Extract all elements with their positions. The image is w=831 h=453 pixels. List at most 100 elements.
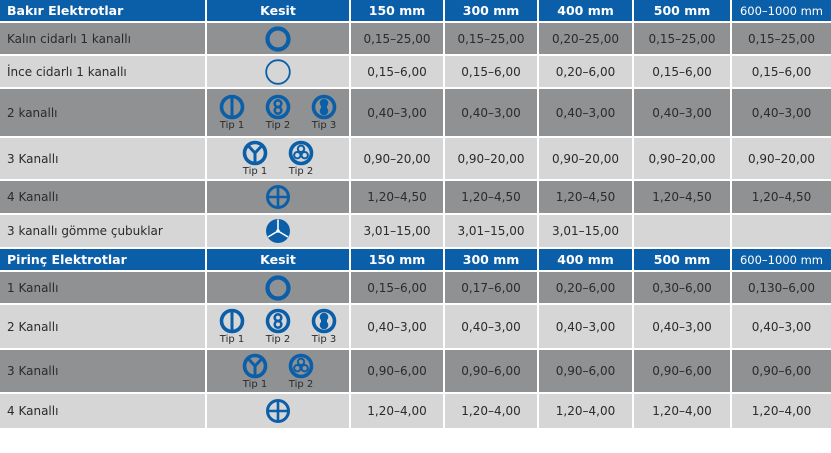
type-label: Tip 2 [288, 378, 314, 390]
length-column-header: 600–1000 mm [732, 0, 831, 23]
cross-section-cell: Tip 1 Tip 2 Tip 3 [207, 305, 351, 350]
diameter-range: 0,40–3,00 [445, 305, 539, 350]
diameter-range: 1,20–4,50 [539, 181, 634, 215]
type-label: Tip 1 [242, 166, 268, 177]
table-row: 1 Kanallı 0,15–6,00 0,17–6,00 0,20–6,00 0,3… [0, 272, 831, 305]
length-column-header: 300 mm [445, 249, 539, 272]
ring-thin-icon [265, 58, 291, 85]
diameter-range: 0,40–3,00 [539, 89, 634, 138]
electrode-type: 2 kanallı [0, 89, 207, 138]
diameter-range: 0,15–6,00 [351, 272, 445, 305]
three-circles-icon [288, 353, 314, 378]
figure-eight-icon [265, 94, 291, 120]
diameter-range: 0,17–6,00 [445, 272, 539, 305]
length-column-header: 400 mm [539, 0, 634, 23]
cross-icon [266, 399, 290, 423]
diameter-range: 0,130–6,00 [732, 272, 831, 305]
cross-section-cell [207, 181, 351, 215]
table-row: 2 kanallı Tip 1 Tip 2 Tip 3 0,40–3,00 0,40–3… [0, 89, 831, 138]
cross-section-cell: Tip 1 Tip 2 Tip 3 [207, 89, 351, 138]
table-row: 4 Kanallı 1,20–4,50 1,20–4,50 1,20–4,50 1,2… [0, 181, 831, 215]
length-column-header: 150 mm [351, 0, 445, 23]
electrode-type: 4 Kanallı [0, 181, 207, 215]
table-row: 3 Kanallı Tip 1 Tip 2 0,90–6,00 0,90–6,00 0,… [0, 350, 831, 394]
diameter-range: 0,15–25,00 [732, 23, 831, 56]
diameter-range: 0,15–25,00 [351, 23, 445, 56]
diameter-range: 3,01–15,00 [445, 215, 539, 249]
cross-section-cell [207, 215, 351, 249]
diameter-range: 1,20–4,00 [732, 394, 831, 430]
electrode-type: 3 Kanallı [0, 350, 207, 394]
ring-thick-icon [265, 274, 291, 301]
diameter-range: 3,01–15,00 [539, 215, 634, 249]
electrode-type: Kalın cidarlı 1 kanallı [0, 23, 207, 56]
cross-section-cell [207, 56, 351, 89]
three-circles-icon [288, 140, 314, 166]
diameter-range: 0,90–20,00 [634, 138, 732, 181]
diameter-range: 0,15–6,00 [351, 56, 445, 89]
double-lobe-icon [311, 308, 337, 334]
length-column-header: 400 mm [539, 249, 634, 272]
diameter-range: 0,90–6,00 [445, 350, 539, 394]
kesit-header: Kesit [207, 0, 351, 23]
electrode-type: 4 Kanallı [0, 394, 207, 430]
electrode-type: İnce cidarlı 1 kanallı [0, 56, 207, 89]
diameter-range: 0,40–3,00 [539, 305, 634, 350]
table-row: 2 Kanallı Tip 1 Tip 2 Tip 3 0,40–3,00 0,40–3… [0, 305, 831, 350]
table-row: Kalın cidarlı 1 kanallı 0,15–25,00 0,15–2… [0, 23, 831, 56]
diameter-range: 0,15–6,00 [445, 56, 539, 89]
cross-section-cell [207, 23, 351, 56]
diameter-range: 0,15–6,00 [732, 56, 831, 89]
section-title: Pirinç Elektrotlar [0, 249, 207, 272]
cross-section-cell: Tip 1 Tip 2 [207, 350, 351, 394]
diameter-range: 1,20–4,50 [634, 181, 732, 215]
split-vertical-icon [219, 308, 245, 334]
diameter-range: 0,30–6,00 [634, 272, 732, 305]
cross-section-cell: Tip 1 Tip 2 [207, 138, 351, 181]
section-header: Bakır Elektrotlar Kesit 150 mm 300 mm 400 m… [0, 0, 831, 23]
cross-section-cell [207, 272, 351, 305]
length-column-header: 500 mm [634, 249, 732, 272]
table-row: İnce cidarlı 1 kanallı 0,15–6,00 0,15–6,0… [0, 56, 831, 89]
double-lobe-icon [311, 94, 337, 120]
y-split-icon [242, 353, 268, 378]
electrode-table: Bakır Elektrotlar Kesit 150 mm 300 mm 400 m… [0, 0, 831, 430]
diameter-range: 0,40–3,00 [732, 305, 831, 350]
type-label: Tip 1 [219, 334, 245, 345]
diameter-range: 0,90–6,00 [732, 350, 831, 394]
length-column-header: 500 mm [634, 0, 732, 23]
table-row: 4 Kanallı 1,20–4,00 1,20–4,00 1,20–4,00 1,2… [0, 394, 831, 430]
diameter-range: 0,40–3,00 [445, 89, 539, 138]
table-row: 3 kanallı gömme çubuklar 3,01–15,00 3,01–… [0, 215, 831, 249]
y-split-icon [242, 140, 268, 166]
diameter-range: 0,90–20,00 [732, 138, 831, 181]
table-row: 3 Kanallı Tip 1 Tip 2 0,90–20,00 0,90–20,00… [0, 138, 831, 181]
section-header: Pirinç Elektrotlar Kesit 150 mm 300 mm 400 … [0, 249, 831, 272]
diameter-range: 0,90–20,00 [539, 138, 634, 181]
diameter-range: 1,20–4,50 [445, 181, 539, 215]
diameter-range: 0,20–6,00 [539, 56, 634, 89]
type-label: Tip 2 [265, 120, 291, 131]
diameter-range: 0,90–6,00 [634, 350, 732, 394]
diameter-range: 1,20–4,50 [351, 181, 445, 215]
cross-section-cell [207, 394, 351, 430]
diameter-range: 1,20–4,00 [634, 394, 732, 430]
diameter-range [634, 215, 732, 249]
diameter-range: 0,40–3,00 [351, 89, 445, 138]
type-label: Tip 3 [311, 120, 337, 131]
diameter-range: 0,40–3,00 [732, 89, 831, 138]
diameter-range: 0,90–20,00 [351, 138, 445, 181]
electrode-type: 3 Kanallı [0, 138, 207, 181]
split-vertical-icon [219, 94, 245, 120]
diameter-range: 1,20–4,50 [732, 181, 831, 215]
diameter-range: 0,90–6,00 [539, 350, 634, 394]
electrode-type: 2 Kanallı [0, 305, 207, 350]
length-column-header: 300 mm [445, 0, 539, 23]
ring-thick-icon [265, 25, 291, 52]
diameter-range: 0,15–25,00 [634, 23, 732, 56]
trefoil-icon [266, 219, 290, 243]
diameter-range [732, 215, 831, 249]
diameter-range: 3,01–15,00 [351, 215, 445, 249]
figure-eight-icon [265, 308, 291, 334]
length-column-header: 600–1000 mm [732, 249, 831, 272]
